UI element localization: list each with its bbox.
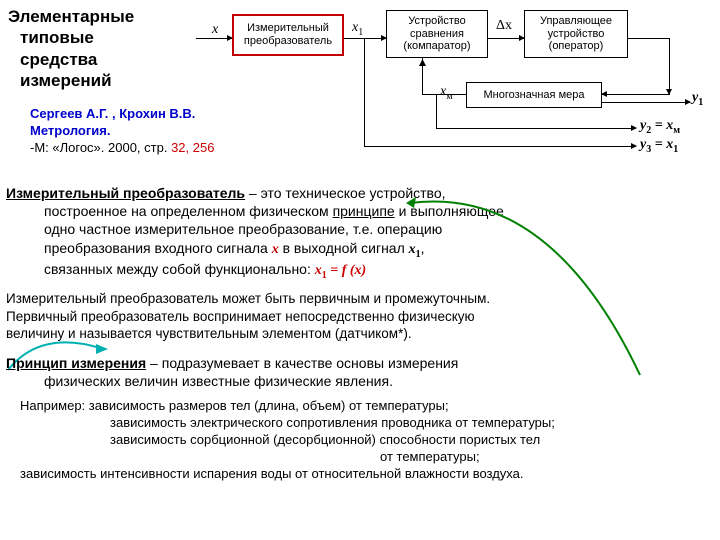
label-dx: Δx — [496, 18, 512, 34]
arrow-y3 — [364, 146, 636, 147]
cit-pub: -М: «Логос». 2000, стр. — [30, 140, 171, 155]
title-l2: типовые — [8, 28, 94, 47]
p1-t4c: , — [421, 240, 425, 256]
p3-t1: – подразумевает в качестве основы измере… — [146, 355, 458, 371]
label-x: x — [212, 22, 218, 38]
para4: Например: зависимость размеров тел (длин… — [20, 398, 710, 482]
label-xm: xм — [440, 84, 453, 102]
arrow-in-x — [196, 38, 232, 39]
para3: Принцип измерения – подразумевает в каче… — [6, 354, 706, 390]
p1-eq: x1 = f (x) — [315, 263, 366, 278]
box-mera: Многозначная мера — [466, 82, 602, 108]
line-y3-v — [364, 38, 365, 146]
block-diagram: x Измерительный преобразователь x1 Устро… — [190, 6, 710, 186]
label-y2: y2 = xм — [640, 118, 680, 136]
p1-x: x — [272, 242, 279, 257]
label-y1: y1 — [692, 90, 703, 108]
box-comparator: Устройство сравнения (компаратор) — [386, 10, 488, 58]
title-l1: Элементарные — [8, 7, 134, 26]
cit-authors: Сергеев А.Г. , Крохин В.В. — [30, 106, 214, 123]
line-op-down — [669, 38, 670, 94]
p1-lead: Измерительный преобразователь — [6, 185, 245, 201]
line-y2-v — [436, 94, 437, 128]
arrow-x1 — [344, 38, 386, 39]
para2: Измерительный преобразователь может быть… — [6, 290, 706, 343]
arrow-xm-up — [419, 59, 426, 66]
title-l3: средства — [8, 50, 97, 69]
line-xm-h — [422, 94, 466, 95]
title-l4: измерений — [8, 71, 112, 90]
p3-t2: физических величин известные физические … — [6, 373, 393, 389]
box-transducer: Измерительный преобразователь — [232, 14, 344, 56]
cit-title: Метрология. — [30, 123, 214, 140]
p1-t2u: принципе — [333, 203, 395, 219]
p1-t5: связанных между собой функционально: — [44, 261, 315, 277]
p1-x1: x1 — [409, 242, 421, 257]
label-y3: y3 = x1 — [640, 137, 678, 155]
p4-l4: от температуры; — [20, 449, 480, 464]
p1-t4b: в выходной сигнал — [279, 240, 409, 256]
p3-lead: Принцип измерения — [6, 355, 146, 371]
arrow-dx — [488, 38, 524, 39]
slide-title: Элементарные типовые средства измерений — [8, 6, 134, 91]
arrow-y2 — [436, 128, 636, 129]
p1-t2: построенное на определенном физическом — [44, 203, 333, 219]
p4-l5: зависимость интенсивности испарения воды… — [20, 466, 524, 481]
arrow-to-mera — [602, 94, 670, 95]
p4-l3: зависимость сорбционной (десорбционной) … — [20, 432, 540, 447]
p2-l2: Первичный преобразователь воспринимает н… — [6, 309, 475, 324]
p4-l2: зависимость электрического сопротивления… — [20, 415, 555, 430]
p4-l1: Например: зависимость размеров тел (длин… — [20, 398, 449, 413]
p2-l3: величину и называется чувствительным эле… — [6, 326, 412, 341]
p1-t1: – это техническое устройство, — [245, 185, 445, 201]
arrow-y1 — [602, 102, 690, 103]
label-x1: x1 — [352, 20, 363, 38]
para1: Измерительный преобразователь – это техн… — [6, 184, 706, 282]
p2-l1: Измерительный преобразователь может быть… — [6, 291, 490, 306]
p1-t3: одно частное измерительное преобразовани… — [44, 221, 442, 237]
citation: Сергеев А.Г. , Крохин В.В. Метрология. -… — [30, 106, 214, 157]
p1-t2b: и выполняющее — [395, 203, 504, 219]
p1-t4: преобразования входного сигнала — [44, 240, 272, 256]
box-operator: Управляющее устройство (оператор) — [524, 10, 628, 58]
line-op-out — [628, 38, 670, 39]
